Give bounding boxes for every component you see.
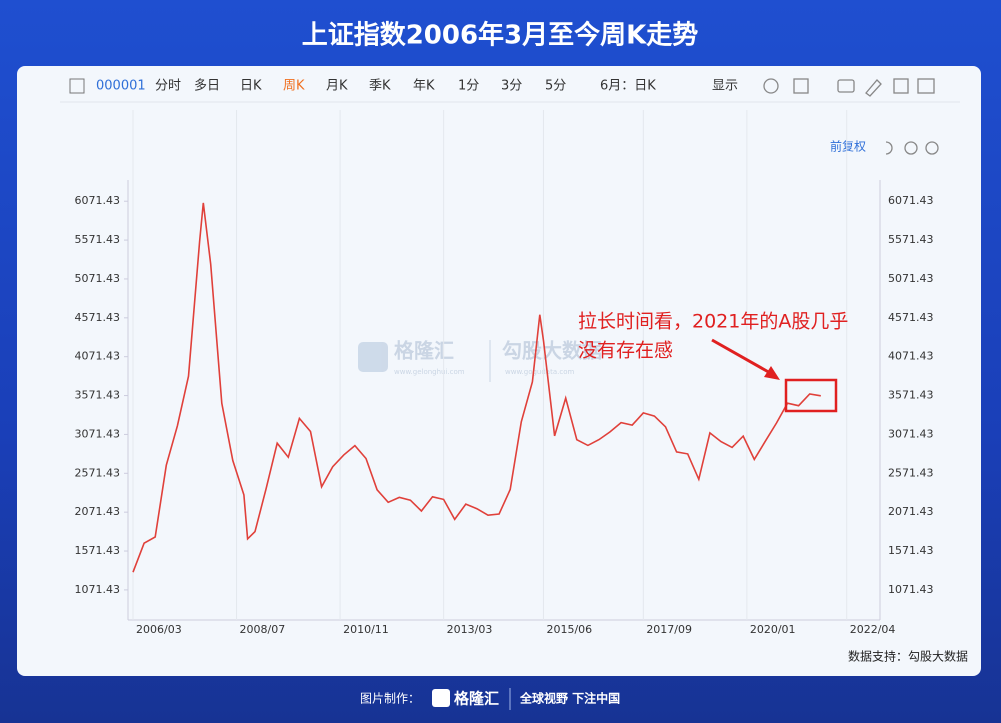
box-icon[interactable]	[793, 78, 809, 94]
zoom-out-icon[interactable]	[904, 141, 918, 155]
sidebar-icon[interactable]	[69, 78, 85, 94]
y-tick-label: 4571.43	[75, 311, 121, 324]
fullscreen-icon[interactable]	[893, 78, 909, 94]
watermark-source: 勾股大数据	[502, 339, 602, 363]
watermark-url: www.gelonghui.com	[394, 368, 465, 376]
y2-tick-label: 3071.43	[888, 427, 934, 440]
y-tick-label: 1571.43	[75, 544, 121, 557]
y-tick-label: 6071.43	[75, 194, 121, 207]
panel-icon[interactable]	[917, 78, 935, 94]
x-tick-label: 2017/09	[646, 623, 692, 636]
period-tab[interactable]: 月K	[326, 79, 348, 94]
y2-tick-label: 6071.43	[888, 194, 934, 207]
footer-brand: 格隆汇	[454, 690, 499, 708]
y-tick-label: 3071.43	[75, 427, 121, 440]
y-tick-label: 5071.43	[75, 272, 121, 285]
period-tab[interactable]: 3分	[501, 79, 522, 94]
period-tab[interactable]: 周K	[283, 79, 305, 94]
y2-tick-label: 5071.43	[888, 272, 934, 285]
source-note: 数据支持：勾股大数据	[848, 649, 968, 664]
page-title: 上证指数2006年3月至今周K走势	[302, 20, 699, 51]
period-tab[interactable]: 显示	[712, 79, 738, 94]
period-tab[interactable]: 5分	[545, 79, 566, 94]
y-tick-label: 2571.43	[75, 466, 121, 479]
price-line	[132, 202, 821, 573]
y2-tick-label: 3571.43	[888, 389, 934, 402]
footer-label: 图片制作：	[360, 692, 420, 706]
y2-tick-label: 5571.43	[888, 233, 934, 246]
period-tab[interactable]: 1分	[458, 79, 479, 94]
x-tick-label: 2015/06	[546, 623, 592, 636]
y2-tick-label: 1071.43	[888, 583, 934, 596]
period-tab[interactable]: 6月：日K	[600, 79, 656, 94]
watermark-source-url: www.gogudata.com	[505, 368, 574, 376]
zoom-in-icon[interactable]	[925, 141, 939, 155]
x-tick-label: 2020/01	[750, 623, 796, 636]
footer-logo	[432, 689, 450, 707]
annotation: 拉长时间看，2021年的A股几乎	[578, 311, 848, 333]
footer-slogan: 全球视野 下注中国	[519, 691, 620, 706]
y-tick-label: 2071.43	[75, 505, 121, 518]
reset-icon[interactable]	[885, 141, 893, 155]
y-tick-label: 1071.43	[75, 583, 121, 596]
arrow-line	[711, 338, 773, 376]
stock-code: 000001	[96, 79, 146, 94]
highlight-box	[784, 378, 838, 413]
y2-tick-label: 1571.43	[888, 544, 934, 557]
x-tick-label: 2008/07	[240, 623, 286, 636]
y2-tick-label: 2071.43	[888, 505, 934, 518]
y-tick-label: 3571.43	[75, 389, 121, 402]
toolbar: 000001 分时 多日 日K 周K 月K 季K 年K 1分 3分 5分 6月：日K 显示	[96, 78, 738, 94]
panel	[17, 66, 981, 676]
y-tick-label: 4071.43	[75, 350, 121, 363]
pen-icon[interactable]	[865, 79, 882, 97]
y-tick-label: 5571.43	[75, 233, 121, 246]
annotation: 没有存在感	[578, 340, 673, 362]
y2-tick-label: 2571.43	[888, 466, 934, 479]
camera-icon[interactable]	[837, 79, 855, 93]
toolbar-icons	[763, 78, 939, 155]
y2-tick-label: 4071.43	[888, 350, 934, 363]
watermark-brand: 格隆汇	[394, 339, 454, 363]
y2-tick-label: 4571.43	[888, 311, 934, 324]
settings-icon[interactable]	[763, 78, 779, 94]
adjust-toggle[interactable]: 前复权	[830, 139, 866, 154]
watermark-logo	[358, 342, 388, 372]
x-tick-label: 2006/03	[136, 623, 182, 636]
x-tick-label: 2010/11	[343, 623, 389, 636]
x-tick-label: 2013/03	[447, 623, 493, 636]
period-tab[interactable]: 多日	[194, 78, 220, 94]
x-tick-label: 2022/04	[850, 623, 896, 636]
period-tab[interactable]: 季K	[369, 79, 391, 94]
plot: 1071.43 1071.43 1571.43 1571.43 2071.43 2071.…	[75, 110, 934, 636]
period-tab[interactable]: 分时	[155, 79, 181, 94]
arrow-head	[764, 366, 780, 380]
period-tab[interactable]: 日K	[240, 79, 262, 94]
period-tab[interactable]: 年K	[413, 79, 435, 94]
